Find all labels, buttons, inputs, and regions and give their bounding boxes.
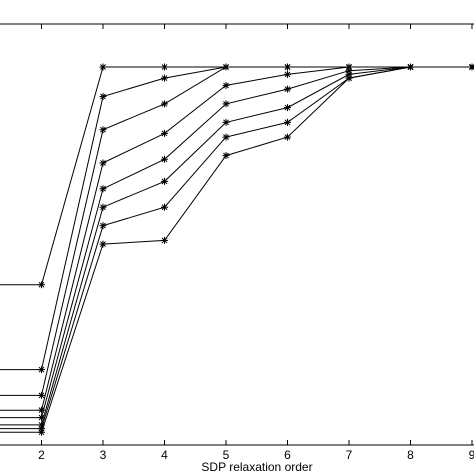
series-1	[0, 63, 474, 289]
data-point-marker	[38, 391, 45, 399]
x-tick-label: 5	[223, 448, 230, 462]
data-point-marker	[284, 118, 291, 126]
data-point-marker	[161, 74, 168, 82]
x-tick-label: 4	[161, 448, 168, 462]
data-point-marker	[222, 133, 230, 141]
series-line	[0, 66, 472, 430]
data-point-marker	[345, 74, 353, 82]
x-tick-label: 7	[346, 448, 353, 462]
x-tick-label: 2	[38, 448, 45, 462]
data-point-marker	[38, 281, 45, 289]
data-point-marker	[99, 185, 107, 193]
data-point-marker	[284, 63, 291, 71]
data-point-marker	[38, 366, 45, 374]
data-point-marker	[161, 203, 168, 211]
series-6	[0, 63, 474, 429]
series-7	[0, 63, 474, 433]
series-group	[0, 63, 474, 436]
x-tick-label: 3	[100, 448, 107, 462]
series-line	[0, 66, 472, 426]
data-point-marker	[161, 63, 168, 71]
x-tick-label: 8	[407, 448, 414, 462]
series-line	[0, 66, 472, 433]
data-point-marker	[99, 126, 107, 134]
data-point-marker	[99, 203, 107, 211]
data-point-marker	[222, 100, 230, 108]
data-point-marker	[99, 63, 107, 71]
data-point-marker	[222, 118, 230, 126]
data-point-marker	[161, 129, 168, 137]
data-point-marker	[99, 159, 107, 167]
data-point-marker	[407, 63, 414, 71]
series-line	[0, 66, 472, 371]
series-line	[0, 66, 472, 396]
x-axis-ticks: 2 3 4 5 6 7 8 9	[38, 24, 474, 462]
data-point-marker	[284, 70, 291, 78]
series-line	[0, 66, 472, 286]
data-point-marker	[161, 177, 168, 185]
plot-border	[0, 23, 474, 446]
x-tick-label: 9	[469, 448, 474, 462]
data-point-marker	[222, 152, 230, 160]
series-3	[0, 63, 474, 399]
data-point-marker	[99, 93, 107, 101]
series-2	[0, 63, 474, 374]
x-axis-label: SDP relaxation order	[201, 460, 312, 474]
x-tick-label: 6	[284, 448, 291, 462]
series-5	[0, 63, 474, 422]
data-point-marker	[284, 104, 291, 112]
data-point-marker	[38, 428, 45, 436]
series-8	[0, 63, 474, 436]
data-point-marker	[284, 133, 291, 141]
data-point-marker	[222, 81, 230, 89]
data-point-marker	[161, 100, 168, 108]
data-point-marker	[468, 63, 474, 71]
plot-frame	[0, 23, 474, 446]
data-point-marker	[99, 222, 107, 230]
data-point-marker	[161, 155, 168, 163]
data-point-marker	[284, 85, 291, 93]
data-point-marker	[99, 240, 107, 248]
data-point-marker	[161, 236, 168, 244]
data-point-marker	[222, 63, 230, 71]
